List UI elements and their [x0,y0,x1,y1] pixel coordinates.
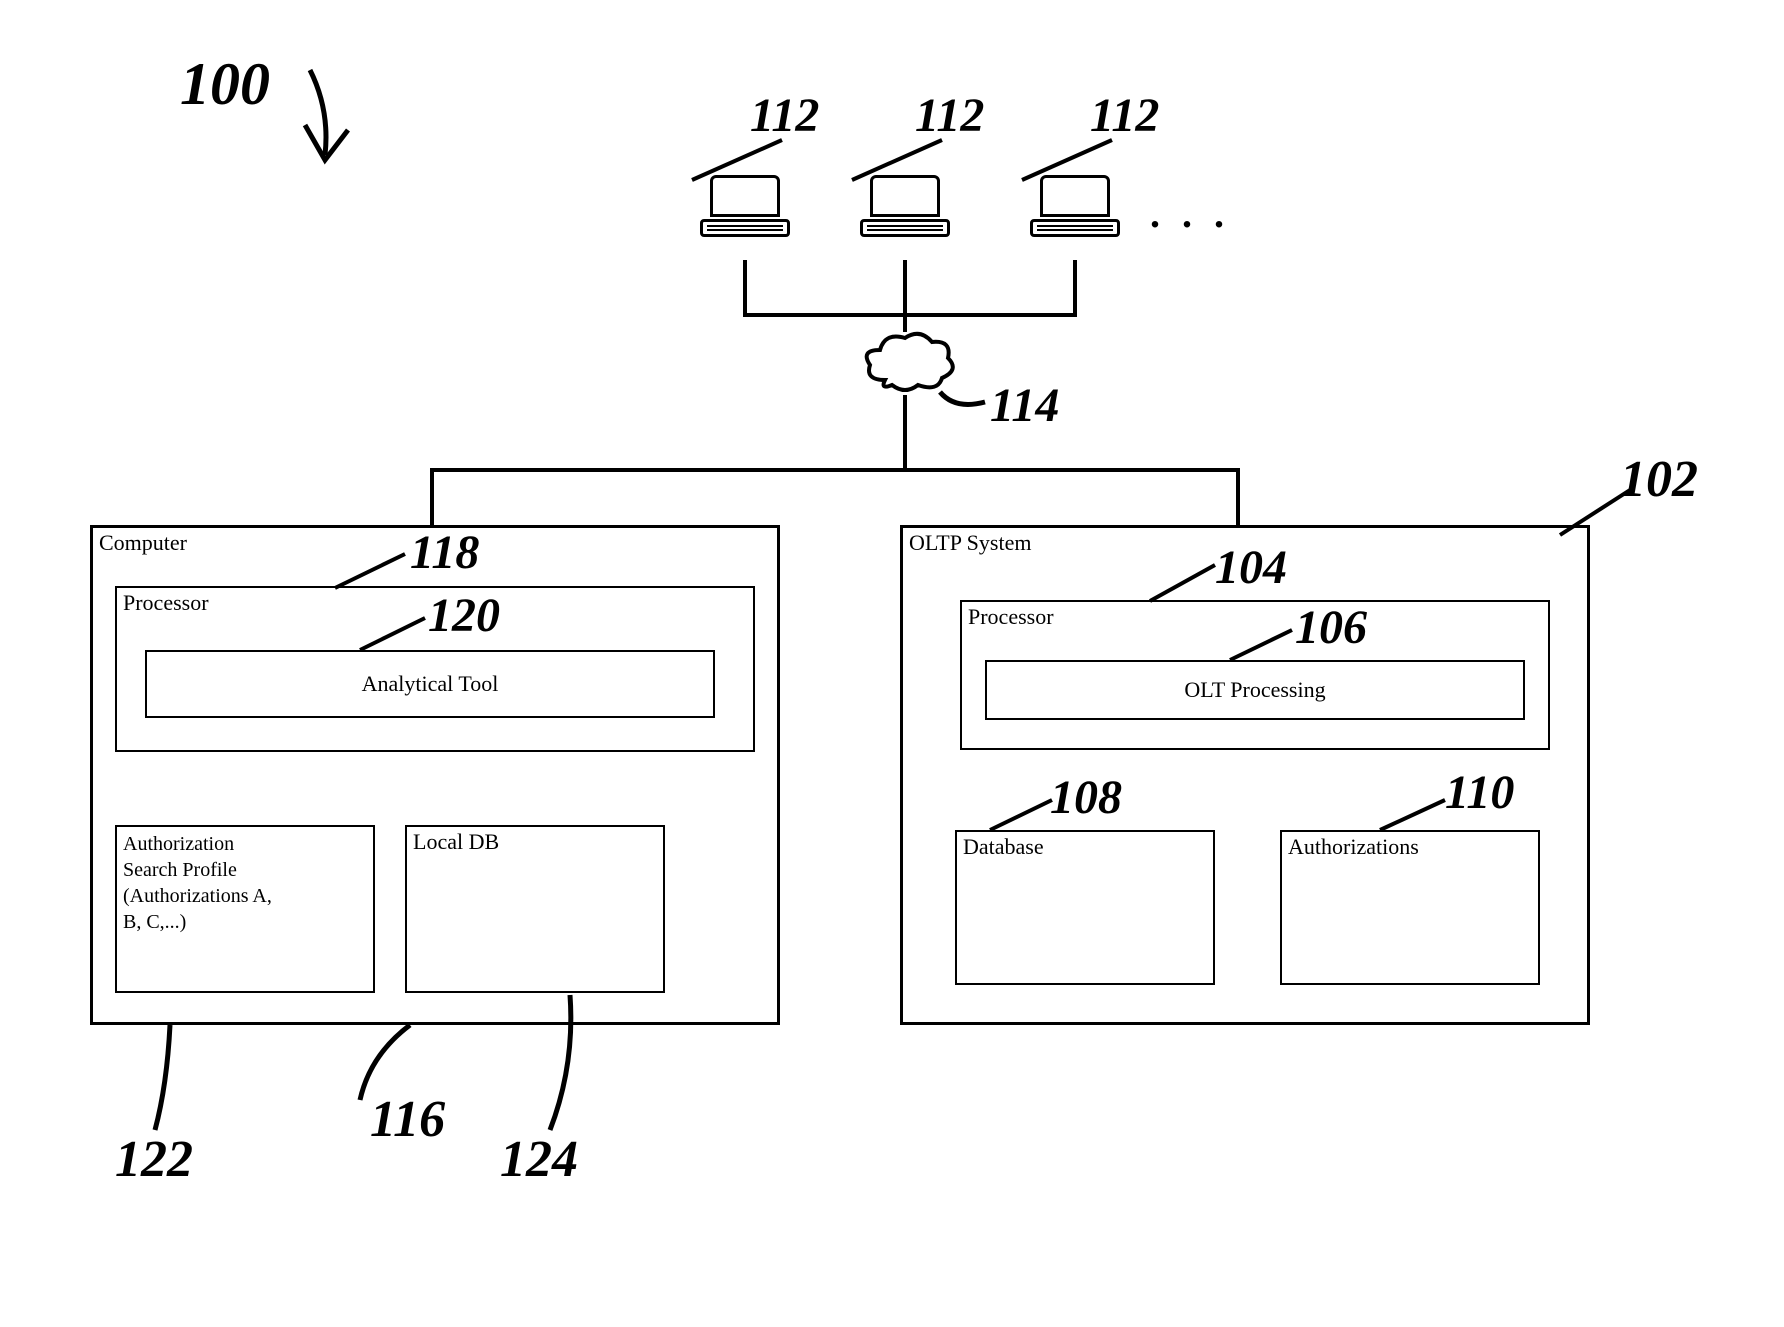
line-t2-down [903,260,907,332]
tick-t3 [1022,140,1112,180]
terminal-2 [860,175,950,240]
ref-114: 114 [990,378,1059,433]
hook-114 [940,380,990,420]
tick-110 [1380,800,1445,830]
connector-124 [540,995,590,1135]
tick-t1 [692,140,782,180]
ref-104: 104 [1215,540,1287,595]
tick-118 [335,554,405,588]
ref-124: 124 [500,1130,578,1189]
terminal-1 [700,175,790,240]
tick-106 [1230,630,1292,660]
auth-profile-text: Authorization Search Profile (Authorizat… [117,827,373,939]
ref-106: 106 [1295,600,1367,655]
line-cloud-down [903,395,907,470]
arrow-100 [300,60,380,170]
analytical-tool-title: Analytical Tool [362,671,499,697]
tick-104 [1150,565,1215,601]
olt-processing-title: OLT Processing [1184,677,1325,703]
line-cloud-in-l [743,313,747,317]
auth-profile-box: Authorization Search Profile (Authorizat… [115,825,375,993]
ref-102: 102 [1620,450,1698,509]
diagram-canvas: 100 . . . 112 112 112 114 Co [0,0,1784,1327]
tick-120 [360,618,425,650]
ref-118: 118 [410,525,479,580]
line-t1-down [743,260,747,315]
database-box: Database [955,830,1215,985]
ref-100: 100 [180,50,270,119]
ref-112-3: 112 [1090,88,1159,143]
authorizations-title: Authorizations [1282,832,1538,862]
ref-110: 110 [1445,765,1514,820]
local-db-box: Local DB [405,825,665,993]
terminals-ellipsis: . . . [1150,190,1230,237]
line-t3-down [1073,260,1077,315]
line-t-bus [743,313,1077,317]
olt-processing-box: OLT Processing [985,660,1525,720]
line-to-computer [430,468,434,525]
database-title: Database [957,832,1213,862]
line-main-bus [430,468,1240,472]
authorizations-box: Authorizations [1280,830,1540,985]
analytical-tool-box: Analytical Tool [145,650,715,718]
oltp-processor-title: Processor [962,602,1548,632]
ref-112-1: 112 [750,88,819,143]
ref-122: 122 [115,1130,193,1189]
tick-108 [990,800,1052,830]
line-to-oltp [1236,468,1240,525]
ref-112-2: 112 [915,88,984,143]
terminal-3 [1030,175,1120,240]
ref-108: 108 [1050,770,1122,825]
tick-t2 [852,140,942,180]
ref-120: 120 [428,588,500,643]
connector-122 [155,1025,215,1135]
ref-116: 116 [370,1090,445,1149]
local-db-title: Local DB [407,827,663,857]
